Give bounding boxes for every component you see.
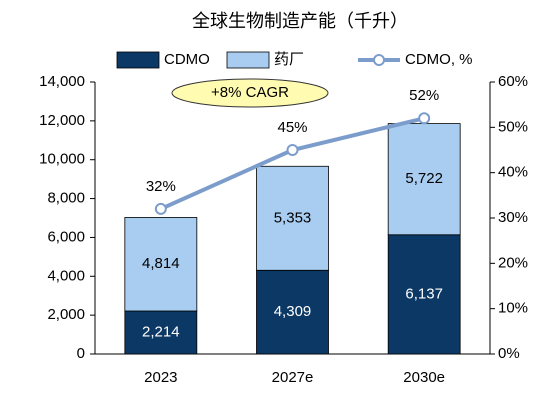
x-tick-label: 2030e — [403, 369, 445, 386]
y2-tick-label: 30% — [498, 209, 528, 226]
bar-value-label: 4,309 — [274, 303, 312, 320]
y-tick-label: 10,000 — [39, 151, 85, 168]
y2-tick-label: 0% — [498, 345, 520, 362]
y2-tick-label: 50% — [498, 118, 528, 135]
y-tick-label: 14,000 — [39, 73, 85, 90]
line-marker — [286, 144, 299, 156]
y2-tick-label: 20% — [498, 254, 528, 271]
y-tick-label: 6,000 — [47, 228, 85, 245]
legend-label: CDMO — [164, 51, 210, 68]
x-tick-label: 2027e — [272, 369, 314, 386]
line-marker — [154, 202, 167, 215]
line-value-label: 52% — [409, 87, 439, 104]
y-tick-label: 4,000 — [47, 267, 85, 284]
legend-swatch — [116, 51, 160, 69]
x-tick-label: 2023 — [144, 369, 177, 386]
bar-segment — [124, 217, 198, 312]
annotation: +8% CAGR — [211, 84, 289, 101]
y-tick-label: 2,000 — [47, 306, 85, 323]
bar-segment — [256, 165, 329, 271]
y2-tick-label: 40% — [498, 164, 528, 181]
chart-title: 全球生物制造产能（千升） — [192, 11, 408, 31]
legend-swatch — [226, 51, 270, 69]
bar-segment — [387, 234, 461, 355]
y-tick-label: 12,000 — [39, 112, 85, 129]
y-tick-label: 8,000 — [47, 190, 85, 207]
line-marker — [418, 112, 431, 125]
bar-value-label: 4,814 — [142, 255, 180, 272]
bar-value-label: 6,137 — [405, 285, 443, 302]
line-value-label: 45% — [277, 119, 307, 136]
legend-marker — [373, 54, 385, 66]
legend-label: CDMO, % — [405, 51, 473, 68]
bar-segment — [387, 123, 461, 236]
bar-value-label: 5,353 — [274, 209, 312, 226]
y-tick-label: 0 — [77, 345, 85, 362]
bar-value-label: 5,722 — [405, 170, 443, 187]
y2-tick-label: 10% — [498, 300, 528, 317]
annotation-ellipse — [171, 78, 329, 108]
line-value-label: 32% — [146, 178, 176, 195]
bar-value-label: 2,214 — [142, 323, 180, 340]
y2-tick-label: 60% — [498, 73, 528, 90]
legend-label: 药厂 — [274, 51, 304, 68]
